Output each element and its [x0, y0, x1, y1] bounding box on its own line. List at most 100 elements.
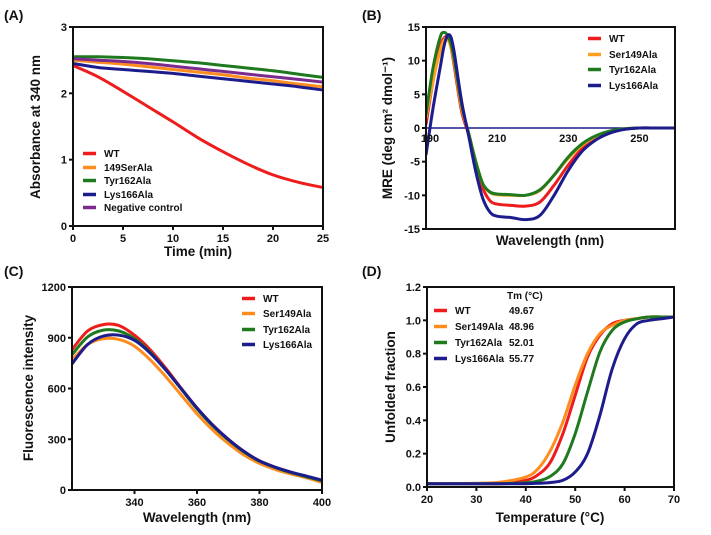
plot-frame: [426, 286, 675, 488]
legend-label: Tyr162Ala: [263, 325, 311, 336]
panel-label: (A): [4, 7, 23, 23]
panel-b: (B) -15 -10 -5 0 5 10 15 190 210 230 250 Wavelength …: [362, 7, 676, 248]
legend: WT Ser149Ala Tyr162Ala Lys166Ala: [588, 34, 659, 92]
x-tick-label: 250: [630, 133, 648, 145]
legend-tm-value: 55.77: [509, 354, 534, 365]
panel-label: (D): [362, 263, 381, 279]
legend-item: WT: [588, 34, 625, 45]
x-tick-label: 340: [125, 497, 143, 509]
y-tick-label: -10: [404, 190, 420, 202]
y-tick-label: 15: [408, 22, 420, 34]
legend-item: Lys166Ala: [588, 81, 659, 92]
y-tick-label: 0: [61, 221, 67, 233]
legend-item: WT 49.67: [434, 306, 534, 317]
legend-tm-value: 52.01: [509, 338, 534, 349]
series-group: [72, 322, 322, 484]
legend-label: Lys166Ala: [455, 354, 505, 365]
legend-label: Tyr162Ala: [104, 176, 152, 187]
x-tick-label: 20: [267, 233, 279, 245]
y-tick-label: 1.2: [406, 282, 421, 294]
legend-label: Ser149Ala: [609, 50, 658, 61]
y-tick-label: -5: [410, 157, 420, 169]
x-tick-label: 70: [668, 494, 680, 506]
series-line-lys166ala: [73, 62, 323, 92]
legend-item: WT: [83, 149, 120, 160]
legend-item: Ser149Ala 48.96: [434, 322, 534, 333]
series-line-lys166ala: [427, 315, 674, 486]
x-tick-label: 50: [569, 494, 581, 506]
x-tick-label: 190: [421, 133, 439, 145]
x-tick-label: 5: [120, 233, 126, 245]
legend-label: WT: [104, 149, 120, 160]
x-axis-label: Temperature (°C): [496, 510, 605, 525]
legend-tm-value: 49.67: [509, 306, 534, 317]
x-tick-label: 40: [520, 494, 532, 506]
series-group: [73, 55, 323, 189]
series-line-wt: [73, 64, 323, 189]
legend-label: Lys166Ala: [104, 190, 154, 201]
x-tick-label: 10: [167, 233, 179, 245]
legend-item: Tyr162Ala 52.01: [434, 338, 534, 349]
legend-item: Ser149Ala: [588, 50, 658, 61]
y-tick-label: 1200: [42, 282, 66, 294]
x-tick-label: 15: [217, 233, 229, 245]
series-line-lys166ala: [426, 33, 675, 222]
legend-item: Tyr162Ala: [588, 65, 657, 76]
legend-label: Tyr162Ala: [455, 338, 503, 349]
y-tick-label: 0.2: [406, 449, 421, 461]
legend-label: WT: [455, 306, 471, 317]
series-line-ser149ala: [72, 336, 322, 484]
legend-item: Tyr162Ala: [242, 325, 311, 336]
y-tick-label: 600: [48, 384, 66, 396]
y-axis-label: Absorbance at 340 nm: [28, 55, 43, 199]
legend-label: Ser149Ala: [455, 322, 504, 333]
y-tick-label: 0.0: [406, 482, 421, 494]
series-line-149serala: [73, 58, 323, 89]
series-group: [426, 30, 675, 222]
series-line-tyr162ala: [72, 328, 322, 483]
panel-label: (C): [4, 263, 23, 279]
legend-item: Lys166Ala 55.77: [434, 354, 534, 365]
legend-item: 149SerAla: [83, 163, 153, 174]
y-tick-label: 300: [48, 434, 66, 446]
legend-label: WT: [263, 294, 279, 305]
x-axis-label: Wavelength (nm): [143, 510, 251, 525]
legend-label: Tyr162Ala: [609, 65, 657, 76]
x-axis-label: Time (min): [164, 244, 232, 259]
plot-frame: [72, 26, 324, 227]
legend: WT Ser149Ala Tyr162Ala Lys166Ala: [242, 294, 313, 351]
y-axis-label: Fluorescence intensity: [21, 314, 36, 461]
y-tick-label: 0.8: [406, 349, 421, 361]
y-tick-label: 10: [408, 56, 420, 68]
x-tick-label: 380: [250, 497, 268, 509]
legend-label: Lys166Ala: [263, 340, 313, 351]
y-tick-label: 5: [414, 89, 420, 101]
y-axis-label: Unfolded fraction: [383, 331, 398, 443]
x-tick-label: 230: [559, 133, 577, 145]
x-tick-label: 210: [488, 133, 506, 145]
y-tick-label: 900: [48, 333, 66, 345]
legend: Tm (°C) WT 49.67 Ser149Ala 48.96 Tyr162Ala 52.…: [434, 291, 543, 365]
x-tick-label: 400: [313, 497, 331, 509]
y-axis-label: MRE (deg cm² dmol⁻¹): [380, 57, 395, 199]
x-axis-label: Wavelength (nm): [496, 233, 604, 248]
legend-tm-value: 48.96: [509, 322, 534, 333]
y-tick-label: 0.4: [406, 415, 422, 427]
y-tick-label: -15: [404, 224, 420, 236]
series-line-lys166ala: [72, 333, 322, 482]
series-group: [427, 315, 674, 486]
x-tick-label: 60: [618, 494, 630, 506]
legend-item: WT: [242, 294, 279, 305]
legend: WT 149SerAla Tyr162Ala Lys166Ala Negative co…: [83, 149, 183, 214]
y-tick-label: 2: [61, 88, 67, 100]
legend-item: Tyr162Ala: [83, 176, 152, 187]
x-tick-label: 25: [317, 233, 329, 245]
y-tick-label: 3: [61, 22, 67, 34]
legend-label: Ser149Ala: [263, 309, 312, 320]
series-line-negative-control: [73, 57, 323, 84]
legend-item: Lys166Ala: [242, 340, 313, 351]
legend-label: Lys166Ala: [609, 81, 659, 92]
y-tick-label: 0: [414, 123, 420, 135]
y-tick-label: 1: [61, 155, 67, 167]
x-tick-label: 20: [421, 494, 433, 506]
